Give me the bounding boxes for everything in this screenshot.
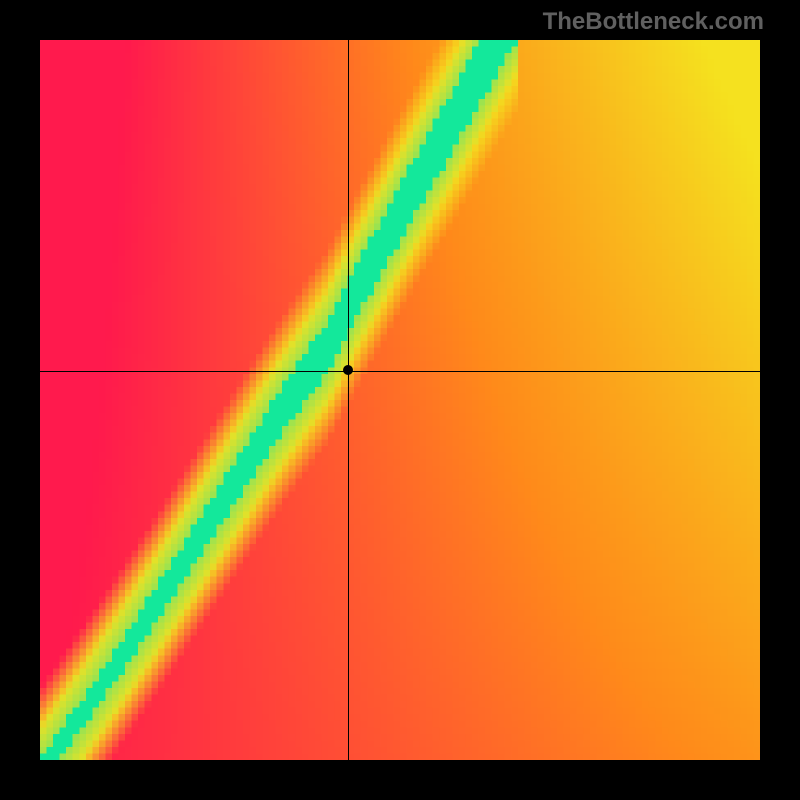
watermark-text: TheBottleneck.com	[543, 8, 764, 36]
crosshair-horizontal	[40, 371, 760, 372]
bottleneck-heatmap	[40, 40, 760, 760]
crosshair-vertical	[348, 40, 349, 760]
chart-root: TheBottleneck.com	[0, 0, 800, 800]
crosshair-marker	[343, 365, 353, 375]
